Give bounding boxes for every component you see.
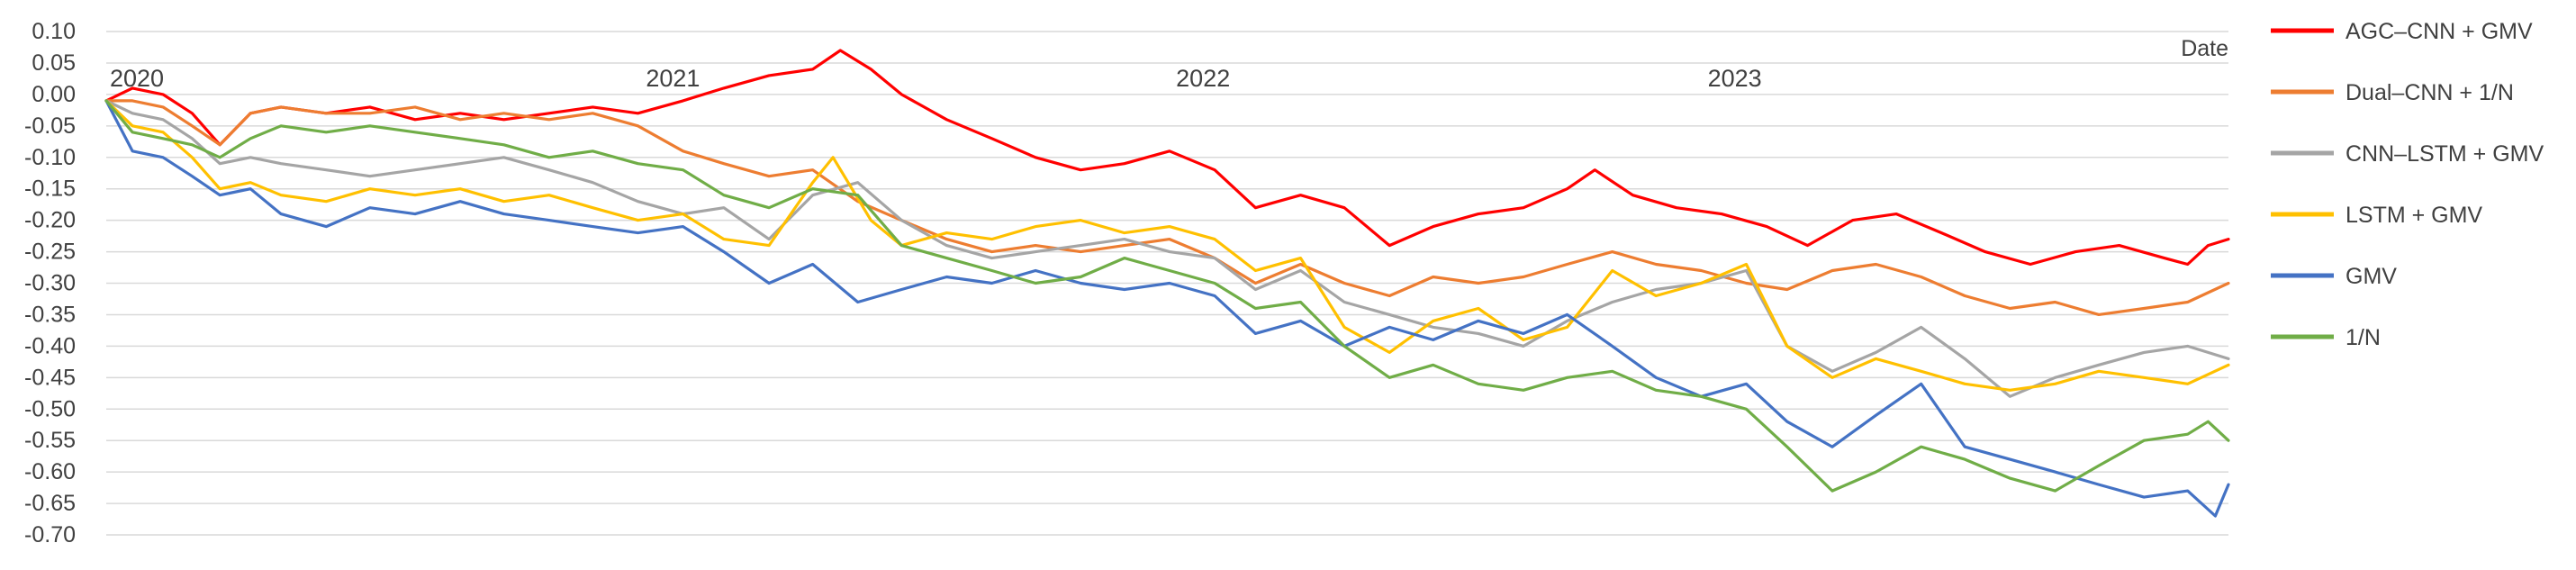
y-tick-label: -0.35 <box>24 302 76 327</box>
y-tick-label: -0.30 <box>24 271 76 296</box>
y-tick-label: -0.20 <box>24 208 76 233</box>
series-line-4 <box>104 99 2230 518</box>
y-tick-label: -0.25 <box>24 240 76 265</box>
y-tick-label: -0.40 <box>24 333 76 358</box>
legend: AGC–CNN + GMV Dual–CNN + 1/N CNN–LSTM + GM… <box>2271 19 2544 350</box>
y-tick-label: -0.15 <box>24 176 76 202</box>
y-tick-label: -0.10 <box>24 145 76 170</box>
legend-label: 1/N <box>2346 325 2381 350</box>
y-axis-tick-labels: 0.10 0.05 0.00 -0.05 -0.10 -0.15 -0.20 -0.25 -0.… <box>24 19 76 547</box>
year-label: 2022 <box>1176 65 1230 92</box>
series-line-2 <box>104 99 2230 398</box>
series-lines <box>104 49 2230 518</box>
series-line-3 <box>104 99 2230 392</box>
y-tick-label: 0.00 <box>32 82 76 107</box>
x-axis-title: Date <box>2181 36 2228 61</box>
y-tick-label: -0.50 <box>24 396 76 421</box>
y-tick-label: -0.55 <box>24 428 76 453</box>
year-label: 2023 <box>1708 65 1762 92</box>
y-tick-label: -0.65 <box>24 491 76 516</box>
y-tick-label: -0.45 <box>24 365 76 390</box>
legend-label: GMV <box>2346 264 2397 289</box>
year-label: 2020 <box>110 65 164 92</box>
legend-label: CNN–LSTM + GMV <box>2346 141 2544 167</box>
series-line-1 <box>104 99 2230 316</box>
y-tick-label: -0.70 <box>24 522 76 547</box>
legend-label: LSTM + GMV <box>2346 203 2482 228</box>
year-labels: 2020 2021 2022 2023 <box>110 65 1762 92</box>
y-tick-label: -0.05 <box>24 113 76 139</box>
series-line-0 <box>104 49 2230 267</box>
y-tick-label: 0.05 <box>32 50 76 76</box>
y-tick-label: 0.10 <box>32 19 76 44</box>
y-tick-label: -0.60 <box>24 459 76 484</box>
series-line-5 <box>104 99 2230 493</box>
year-label: 2021 <box>646 65 700 92</box>
legend-label: AGC–CNN + GMV <box>2346 19 2533 44</box>
legend-label: Dual–CNN + 1/N <box>2346 80 2514 105</box>
